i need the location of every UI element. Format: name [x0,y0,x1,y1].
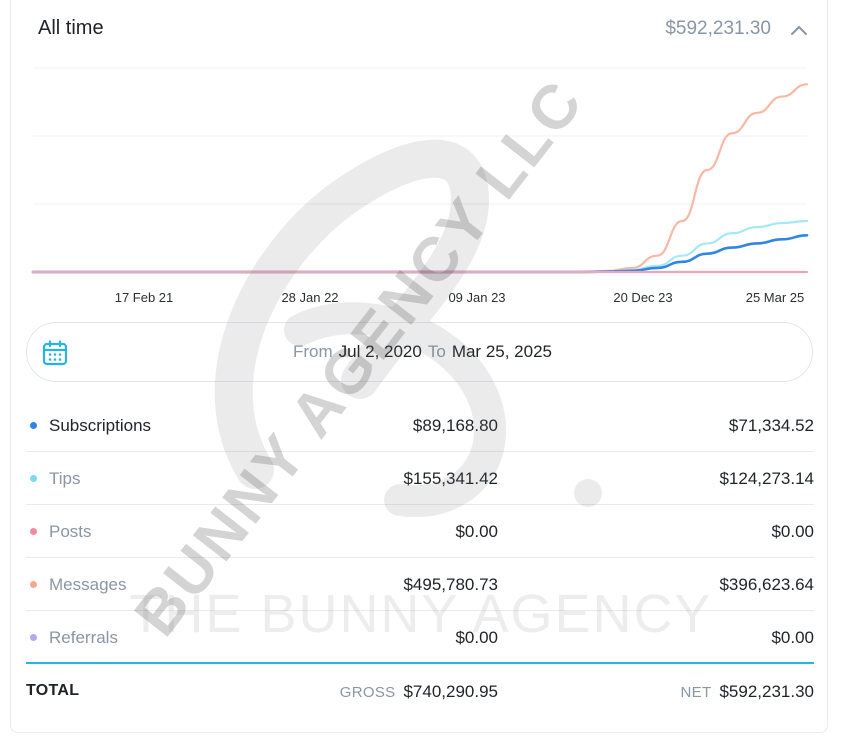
row-net-value: $124,273.14 [719,469,814,488]
x-tick-label: 28 Jan 22 [281,290,338,305]
row-label: Referrals [49,628,118,647]
total-gross: GROSS $740,290.95 [340,682,498,702]
legend-dot-referrals [30,634,37,641]
row-net-value: $71,334.52 [728,416,814,435]
row-label: Messages [49,575,127,594]
row-gross-value: $89,168.80 [412,416,498,435]
earnings-line-chart: 17 Feb 21 28 Jan 22 09 Jan 23 20 Dec 23 25 M… [31,67,809,305]
list-item-referrals: Referrals $0.00 $0.00 [26,611,814,664]
header-total-amount: $592,231.30 [665,18,771,39]
chevron-up-icon[interactable] [787,19,811,41]
total-label: TOTAL [26,682,80,699]
net-label: NET [680,684,712,701]
x-tick-label: 17 Feb 21 [115,290,174,305]
row-label: Posts [49,522,92,541]
date-range-text: From Jul 2, 2020 To Mar 25, 2025 [27,342,812,362]
list-item-tips: Tips $155,341.42 $124,273.14 [26,452,814,505]
row-label: Tips [49,469,81,488]
row-net-value: $0.00 [771,522,814,541]
total-net: NET $592,231.30 [681,682,814,702]
net-value: $592,231.30 [719,682,814,701]
row-label: Subscriptions [49,416,152,435]
legend-dot-posts [30,528,37,535]
gross-value: $740,290.95 [403,682,498,701]
legend-dot-messages [30,581,37,588]
chart-series-line-1 [31,219,809,274]
from-date[interactable]: Jul 2, 2020 [338,342,422,361]
earnings-card: All time $592,231.30 17 Feb 21 28 Jan 22 0… [10,0,828,733]
list-item-subscriptions: Subscriptions $89,168.80 $71,334.52 [26,399,814,452]
row-gross-value: $0.00 [455,628,498,647]
date-range-picker[interactable]: From Jul 2, 2020 To Mar 25, 2025 [26,322,813,382]
legend-dot-tips [30,475,37,482]
earnings-chart: 17 Feb 21 28 Jan 22 09 Jan 23 20 Dec 23 25 M… [11,60,827,310]
row-gross-value: $495,780.73 [403,575,498,594]
legend-dot-subscriptions [30,422,37,429]
calendar-icon[interactable] [41,339,69,367]
list-item-messages: Messages $495,780.73 $396,623.64 [26,558,814,611]
row-gross-value: $0.00 [455,522,498,541]
from-label: From [292,342,333,361]
chart-series-line-0 [31,83,809,274]
row-net-value: $0.00 [771,628,814,647]
to-label: To [427,342,446,361]
earnings-breakdown-list: Subscriptions $89,168.80 $71,334.52 Tips… [26,399,814,664]
card-header[interactable]: All time $592,231.30 [11,0,827,60]
gross-label: GROSS [339,684,396,701]
x-tick-label: 09 Jan 23 [448,290,505,305]
x-tick-label: 25 Mar 25 [746,290,805,305]
list-item-posts: Posts $0.00 $0.00 [26,505,814,558]
to-date[interactable]: Mar 25, 2025 [451,342,552,361]
row-net-value: $396,623.64 [719,575,814,594]
x-tick-label: 20 Dec 23 [613,290,672,305]
total-row: TOTAL GROSS $740,290.95 NET $592,231.30 [26,666,814,716]
row-gross-value: $155,341.42 [403,469,498,488]
card-title: All time [38,17,104,39]
